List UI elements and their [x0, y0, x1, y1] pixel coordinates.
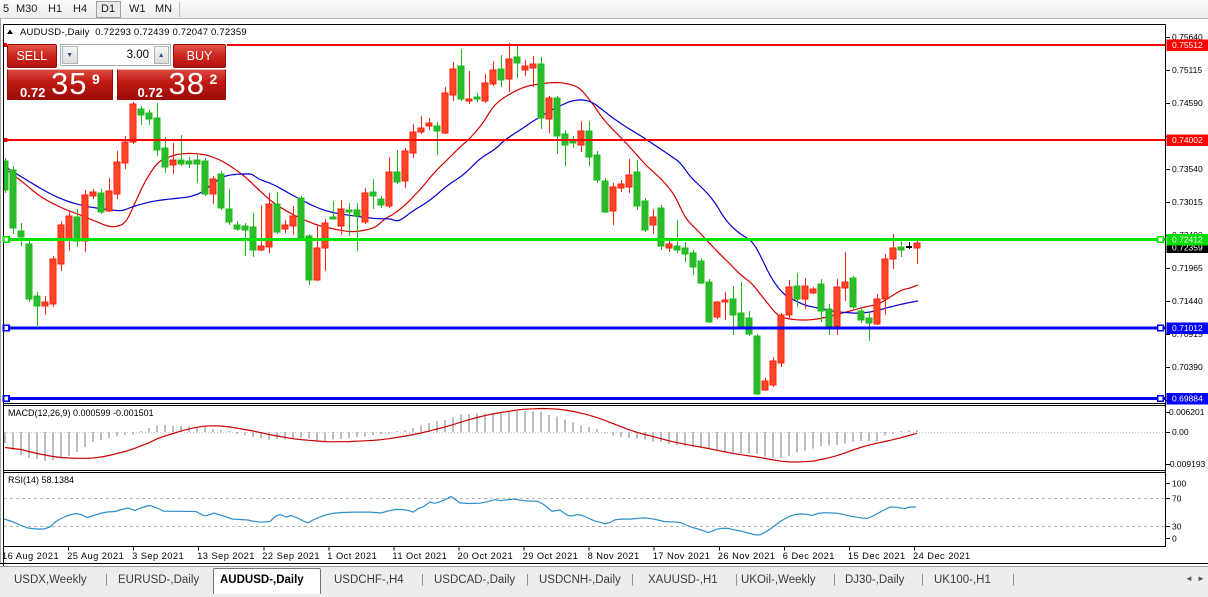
svg-text:16 Aug 2021: 16 Aug 2021	[2, 551, 59, 561]
svg-text:0.73015: 0.73015	[1172, 197, 1203, 207]
svg-text:0.74002: 0.74002	[1172, 135, 1203, 145]
svg-text:0.69884: 0.69884	[1172, 394, 1203, 404]
svg-text:0: 0	[1172, 534, 1177, 544]
svg-text:MACD(12,26,9) 0.000599 -0.0015: MACD(12,26,9) 0.000599 -0.001501	[8, 408, 154, 418]
svg-text:1 Oct 2021: 1 Oct 2021	[327, 551, 377, 561]
svg-text:0.74590: 0.74590	[1172, 98, 1203, 108]
svg-text:100: 100	[1172, 479, 1186, 489]
svg-text:0.70915: 0.70915	[1172, 329, 1203, 339]
svg-text:0.71440: 0.71440	[1172, 296, 1203, 306]
svg-text:29 Oct 2021: 29 Oct 2021	[523, 551, 579, 561]
svg-text:0.75115: 0.75115	[1172, 65, 1202, 75]
svg-text:0.73540: 0.73540	[1172, 164, 1203, 174]
svg-text:0.72412: 0.72412	[1172, 235, 1203, 245]
svg-text:20 Oct 2021: 20 Oct 2021	[458, 551, 514, 561]
svg-text:0.75640: 0.75640	[1172, 32, 1203, 42]
svg-text:26 Nov 2021: 26 Nov 2021	[718, 551, 776, 561]
svg-text:22 Sep 2021: 22 Sep 2021	[262, 551, 320, 561]
svg-text:3 Sep 2021: 3 Sep 2021	[132, 551, 184, 561]
svg-text:15 Dec 2021: 15 Dec 2021	[848, 551, 906, 561]
svg-text:25 Aug 2021: 25 Aug 2021	[67, 551, 124, 561]
svg-text:70: 70	[1172, 494, 1182, 504]
svg-text:0.71965: 0.71965	[1172, 263, 1203, 273]
svg-text:-0.009193: -0.009193	[1167, 459, 1206, 469]
svg-text:30: 30	[1172, 522, 1182, 532]
svg-text:AUDUSD-,Daily 0.72293 0.72439: AUDUSD-,Daily 0.72293 0.72439 0.72047 0.…	[20, 27, 247, 38]
svg-text:24 Dec 2021: 24 Dec 2021	[913, 551, 971, 561]
svg-text:0.75512: 0.75512	[1172, 40, 1203, 50]
svg-text:11 Oct 2021: 11 Oct 2021	[392, 551, 447, 561]
svg-text:6 Dec 2021: 6 Dec 2021	[783, 551, 835, 561]
svg-text:13 Sep 2021: 13 Sep 2021	[197, 551, 255, 561]
svg-text:8 Nov 2021: 8 Nov 2021	[588, 551, 640, 561]
svg-text:0.71012: 0.71012	[1172, 323, 1203, 333]
svg-text:0.00: 0.00	[1172, 427, 1189, 437]
svg-text:0.006201: 0.006201	[1169, 407, 1205, 417]
svg-text:17 Nov 2021: 17 Nov 2021	[653, 551, 711, 561]
svg-text:0.70390: 0.70390	[1172, 362, 1203, 372]
svg-text:RSI(14) 58.1384: RSI(14) 58.1384	[8, 475, 74, 485]
svg-text:0.72359: 0.72359	[1172, 243, 1203, 253]
